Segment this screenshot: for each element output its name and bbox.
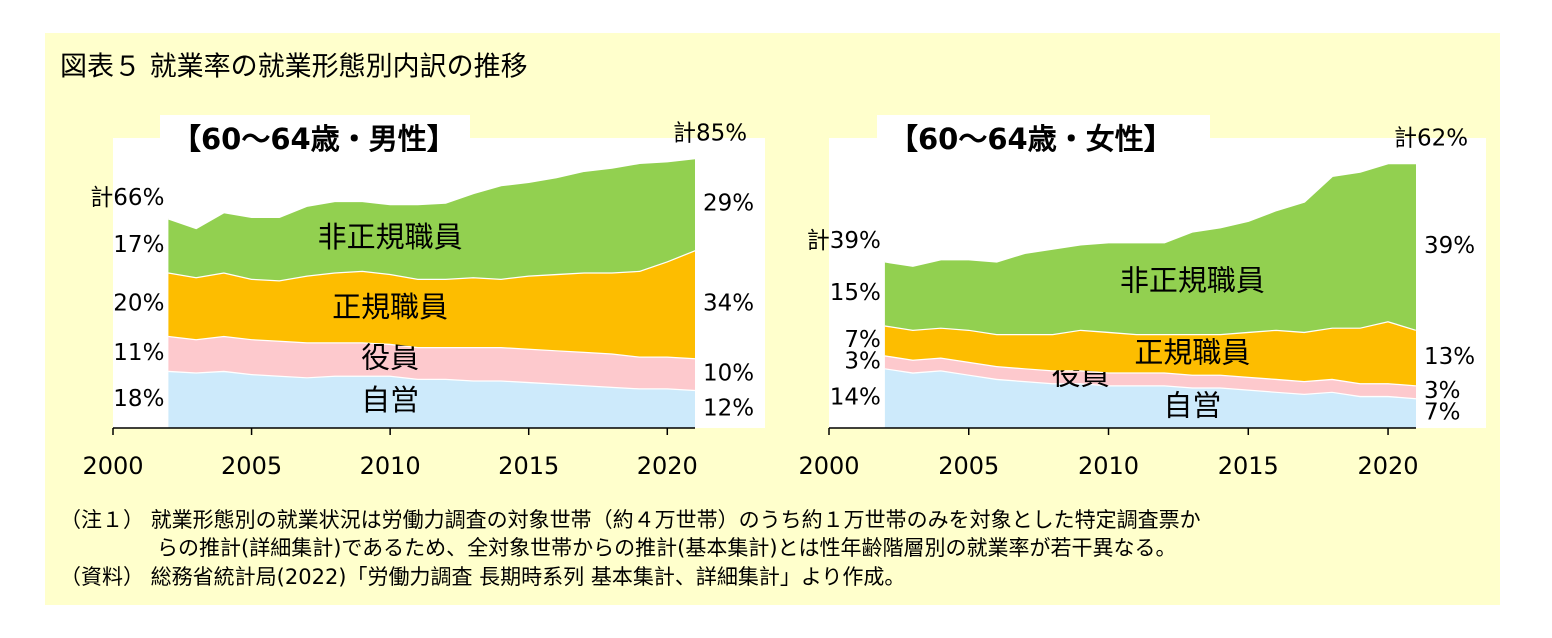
start-label: 17% <box>113 232 164 258</box>
end-label: 3% <box>1424 378 1461 404</box>
series-label: 役員 <box>361 341 419 375</box>
x-tick-label: 2015 <box>1218 452 1279 480</box>
x-tick-label: 2005 <box>938 452 999 480</box>
total-start-label: 計39% <box>807 228 881 254</box>
area <box>168 158 695 281</box>
series-label: 自営 <box>361 383 419 417</box>
end-label: 34% <box>703 291 754 317</box>
series-label: 自営 <box>1163 389 1221 423</box>
start-label: 7% <box>844 327 881 353</box>
note: らの推計(詳細集計)であるため、全対象世帯からの推計(基本集計)とは性年齢階層別… <box>157 536 1177 560</box>
start-label: 20% <box>113 291 164 317</box>
area-edge <box>884 161 1416 267</box>
start-label: 3% <box>844 348 881 374</box>
area <box>884 368 1416 428</box>
start-label: 11% <box>113 340 164 366</box>
x-tick-label: 2015 <box>498 452 559 480</box>
start-label: 15% <box>830 280 881 306</box>
total-end-label: 計85% <box>673 121 747 147</box>
end-label: 7% <box>1424 400 1461 426</box>
note: （資料） 総務省統計局(2022)「労働力調査 長期時系列 基本集計、詳細集計」… <box>60 565 905 589</box>
end-label: 10% <box>703 361 754 387</box>
start-label: 18% <box>113 386 164 412</box>
end-label: 12% <box>703 395 754 421</box>
area <box>168 335 695 390</box>
series-label: 正規職員 <box>332 290 448 324</box>
series-label: 非正規職員 <box>318 220 463 254</box>
x-tick-label: 2010 <box>360 452 421 480</box>
x-tick-label: 2010 <box>1078 452 1139 480</box>
x-tick-label: 2000 <box>798 452 859 480</box>
chart-subtitle: 【60～64歳・男性】 <box>172 122 456 156</box>
end-label: 29% <box>703 191 754 217</box>
total-end-label: 計62% <box>1394 126 1468 152</box>
subtitle-box <box>160 115 470 165</box>
area <box>884 321 1416 386</box>
start-label: 14% <box>830 385 881 411</box>
series-label: 正規職員 <box>1134 335 1250 369</box>
total-start-label: 計66% <box>90 185 164 211</box>
area <box>884 355 1416 399</box>
x-tick-label: 2020 <box>637 452 698 480</box>
x-tick-label: 2005 <box>221 452 282 480</box>
end-label: 13% <box>1424 344 1475 370</box>
area <box>884 163 1416 334</box>
area-edge <box>168 156 696 230</box>
series-label: 非正規職員 <box>1120 264 1265 298</box>
end-label: 39% <box>1424 233 1475 259</box>
figure-title: 図表５ 就業率の就業形態別内訳の推移 <box>60 52 528 83</box>
x-tick-label: 2000 <box>82 452 143 480</box>
subtitle-box <box>877 115 1210 165</box>
chart-subtitle: 【60～64歳・女性】 <box>889 122 1173 156</box>
note: （注１） 就業形態別の就業状況は労働力調査の対象世帯（約４万世帯）のうち約１万世… <box>60 508 1201 532</box>
x-tick-label: 2020 <box>1358 452 1419 480</box>
